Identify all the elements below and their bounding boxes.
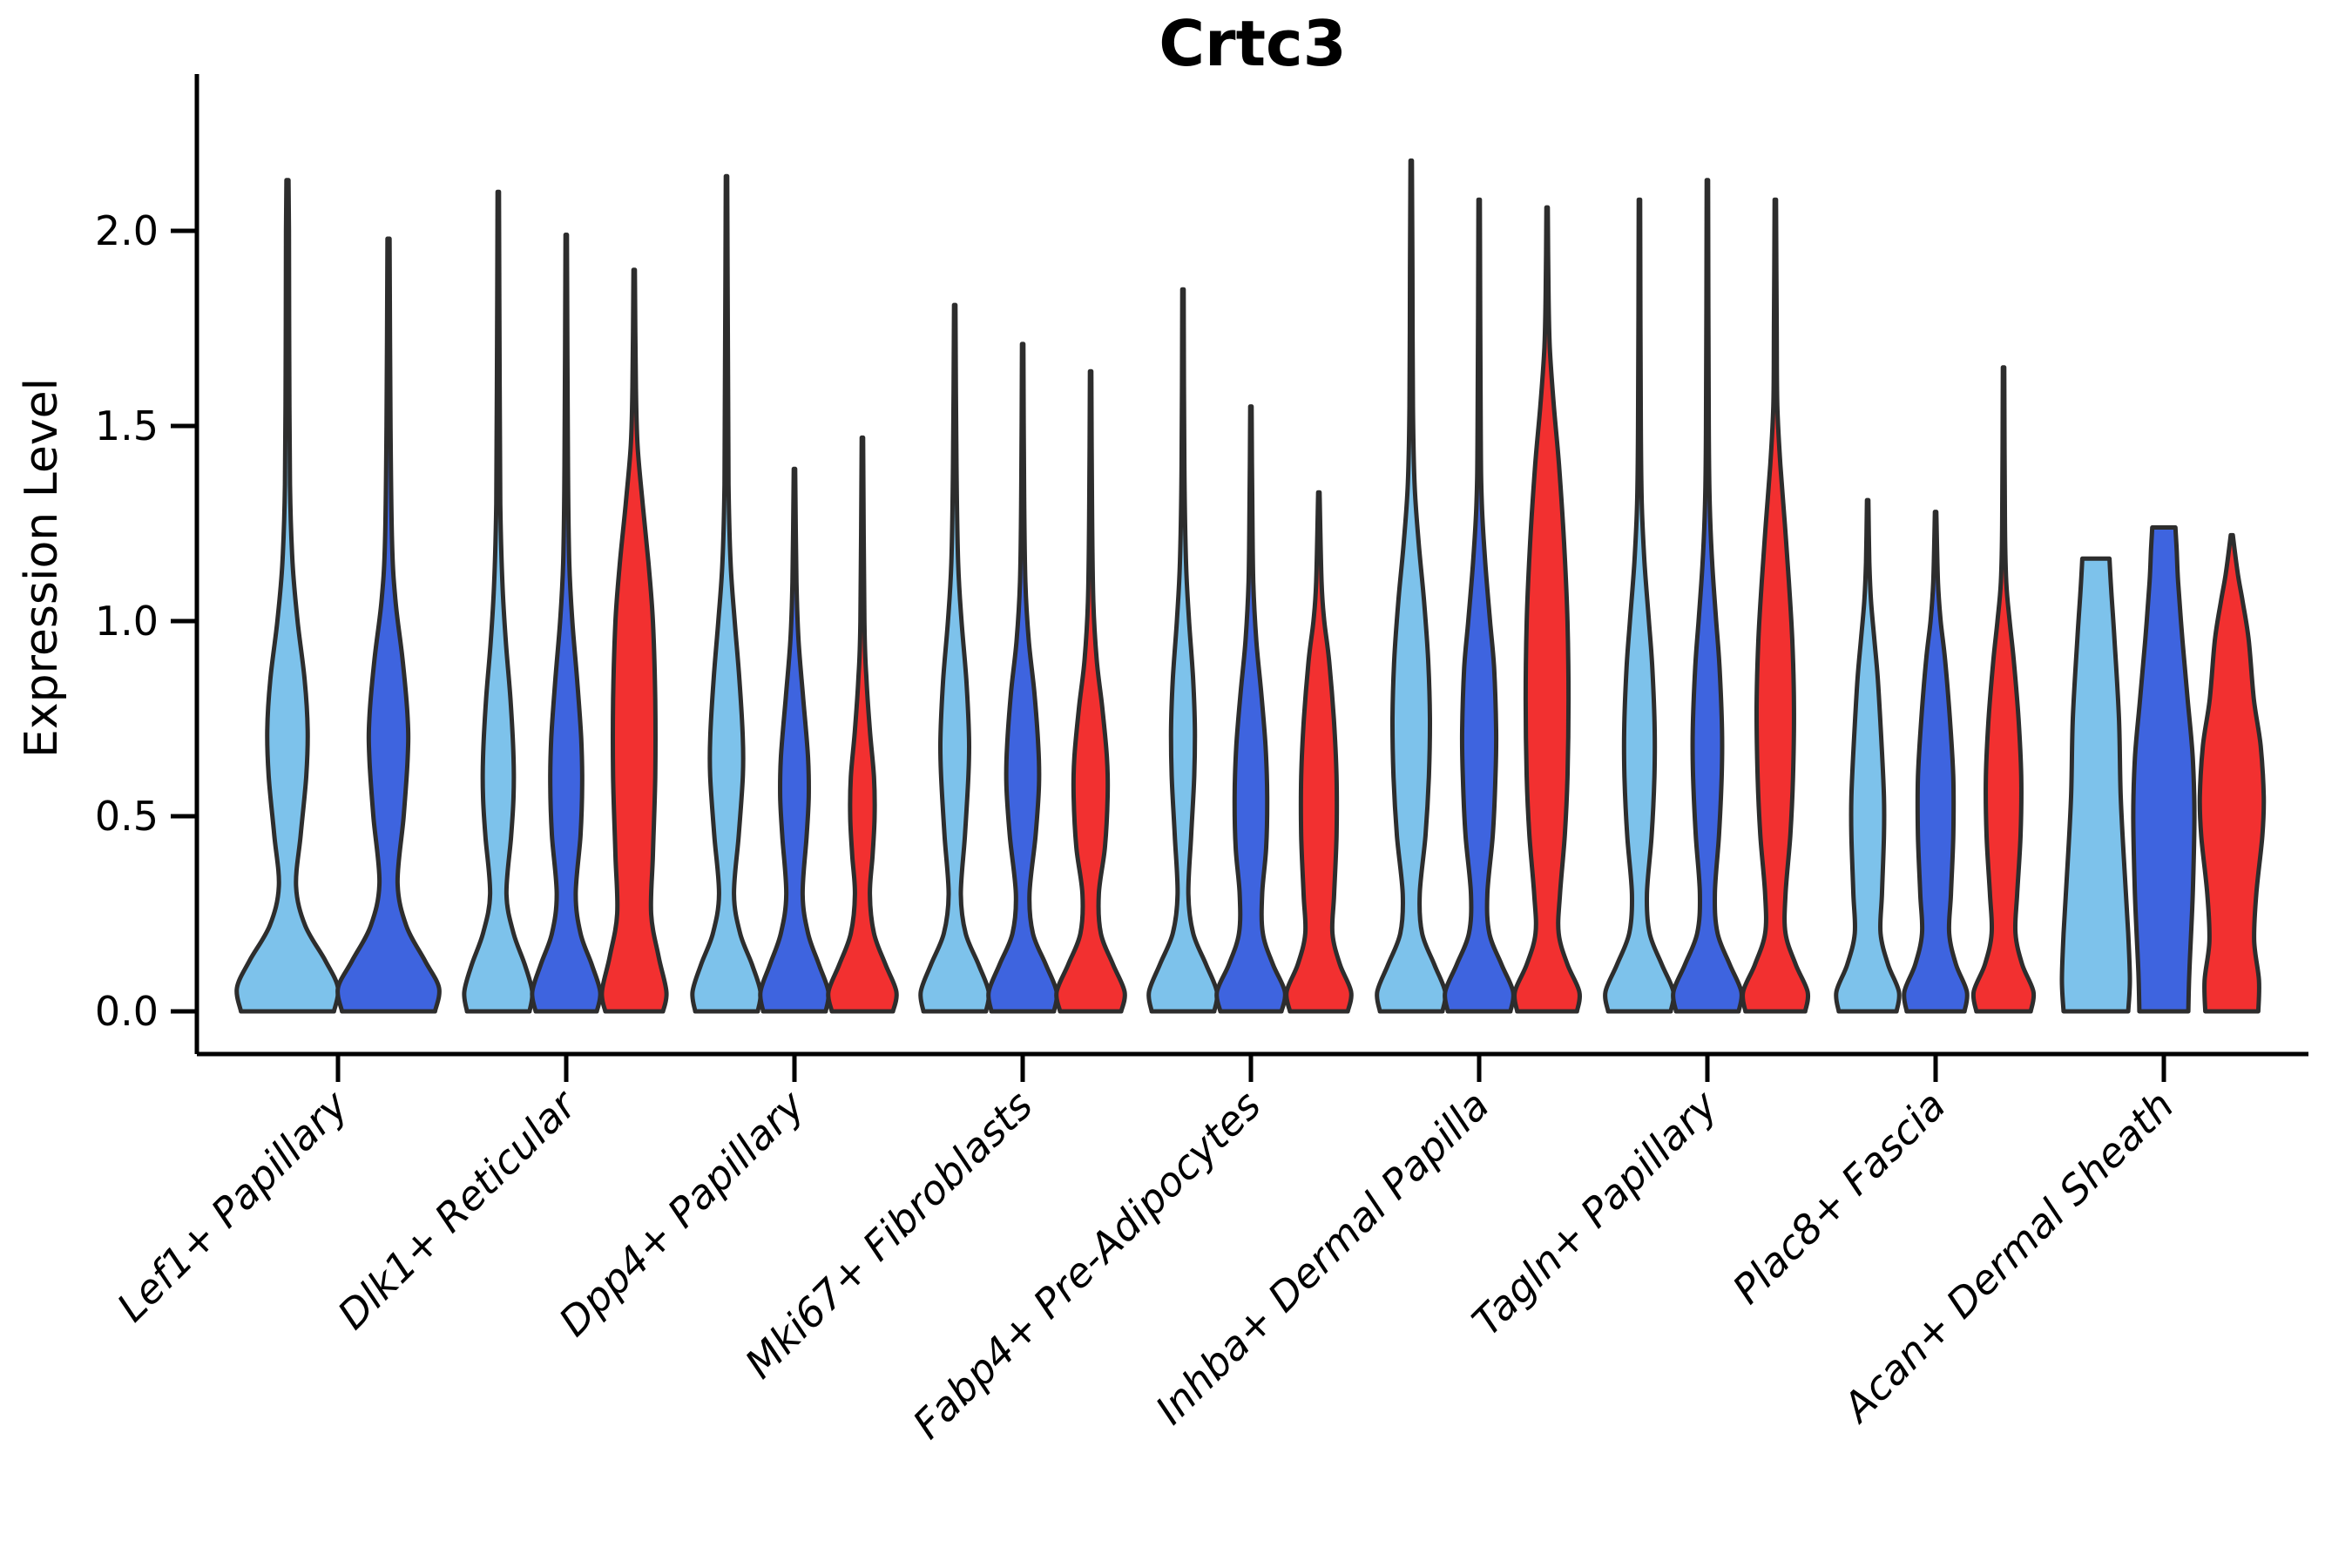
violin-fabp4-pre-adipocytes-red (1284, 490, 1354, 1014)
x-category-label: Dpp4+ Papillary (550, 1081, 814, 1345)
y-tick-label: 2.0 (95, 207, 159, 254)
violin-lef1-papillary-sky_blue (234, 178, 341, 1014)
violin-dpp4-papillary-sky_blue (690, 173, 763, 1014)
violin-lef1-papillary-royal_blue (335, 236, 442, 1014)
violin-mki67-fibroblasts-red (1054, 368, 1127, 1014)
violin-inhba-dermal-papilla-sky_blue (1375, 158, 1448, 1014)
violin-acan-dermal-sheath-red (2197, 532, 2267, 1014)
x-category-label: Tagln+ Papillary (1463, 1081, 1727, 1345)
y-tick-label: 1.5 (95, 402, 159, 449)
violin-fabp4-pre-adipocytes-sky_blue (1146, 287, 1220, 1014)
violin-dpp4-papillary-red (826, 435, 899, 1014)
violin-acan-dermal-sheath-royal_blue (2131, 525, 2197, 1014)
violin-dlk1-reticular-red (599, 267, 669, 1014)
violin-plac8-fascia-red (1970, 365, 2037, 1014)
violin-acan-dermal-sheath-sky_blue (2059, 556, 2132, 1014)
violin-fabp4-pre-adipocytes-royal_blue (1214, 404, 1288, 1014)
x-category-label: Plac8+ Fascia (1723, 1082, 1954, 1313)
violin-tagln-papillary-red (1740, 197, 1811, 1014)
violin-inhba-dermal-papilla-red (1512, 205, 1582, 1014)
violin-plac8-fascia-sky_blue (1834, 497, 1902, 1014)
violin-dlk1-reticular-sky_blue (462, 189, 535, 1014)
violin-inhba-dermal-papilla-royal_blue (1443, 197, 1516, 1014)
x-category-label: Lef1+ Papillary (108, 1081, 357, 1330)
violin-tagln-papillary-royal_blue (1671, 178, 1744, 1014)
violin-plac8-fascia-royal_blue (1902, 510, 1970, 1014)
violin-mki67-fibroblasts-royal_blue (986, 341, 1059, 1014)
y-tick-label: 1.0 (95, 598, 159, 645)
violin-mki67-fibroblasts-sky_blue (918, 302, 991, 1014)
y-tick-label: 0.5 (95, 793, 159, 840)
x-category-label: Dlk1+ Reticular (328, 1079, 587, 1338)
violin-dpp4-papillary-royal_blue (758, 466, 831, 1014)
violin-dlk1-reticular-royal_blue (530, 233, 603, 1014)
violin-tagln-papillary-sky_blue (1603, 197, 1676, 1014)
y-tick-label: 0.0 (95, 988, 159, 1035)
y-axis-title: Expression Level (16, 377, 68, 759)
chart-title: Crtc3 (1159, 7, 1347, 80)
